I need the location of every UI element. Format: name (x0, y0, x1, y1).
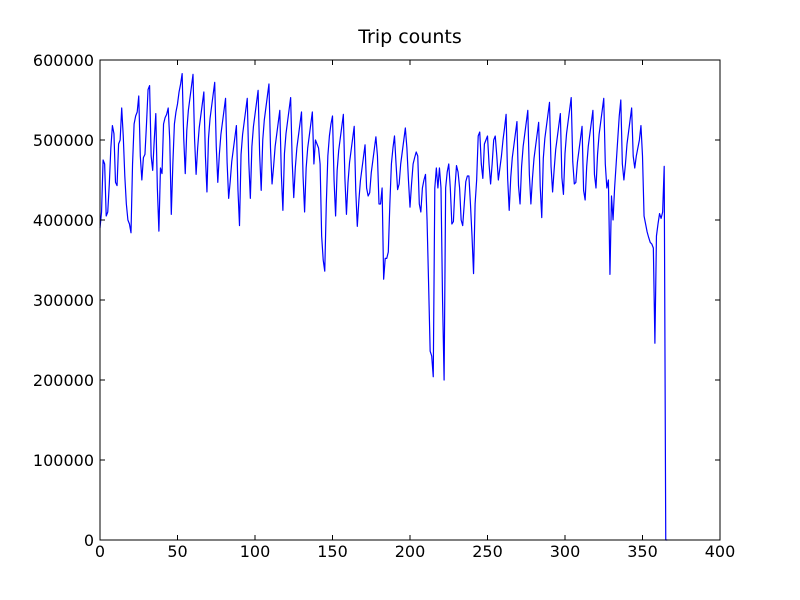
y-tick-label: 500000 (33, 131, 94, 150)
y-tick-label: 400000 (33, 211, 94, 230)
x-tick-label: 300 (550, 542, 581, 561)
x-tick-label: 400 (705, 542, 736, 561)
y-tick-label: 0 (84, 531, 94, 550)
y-tick-label: 200000 (33, 371, 94, 390)
x-tick-label: 250 (472, 542, 503, 561)
x-tick-label: 100 (240, 542, 271, 561)
x-tick-label: 50 (167, 542, 187, 561)
y-tick-label: 300000 (33, 291, 94, 310)
chart-title: Trip counts (357, 26, 462, 48)
y-tick-label: 100000 (33, 451, 94, 470)
x-tick-label: 200 (395, 542, 426, 561)
x-tick-label: 350 (627, 542, 658, 561)
y-tick-label: 600000 (33, 51, 94, 70)
x-tick-label: 0 (95, 542, 105, 561)
x-tick-label: 150 (317, 542, 348, 561)
data-line (99, 73, 668, 541)
